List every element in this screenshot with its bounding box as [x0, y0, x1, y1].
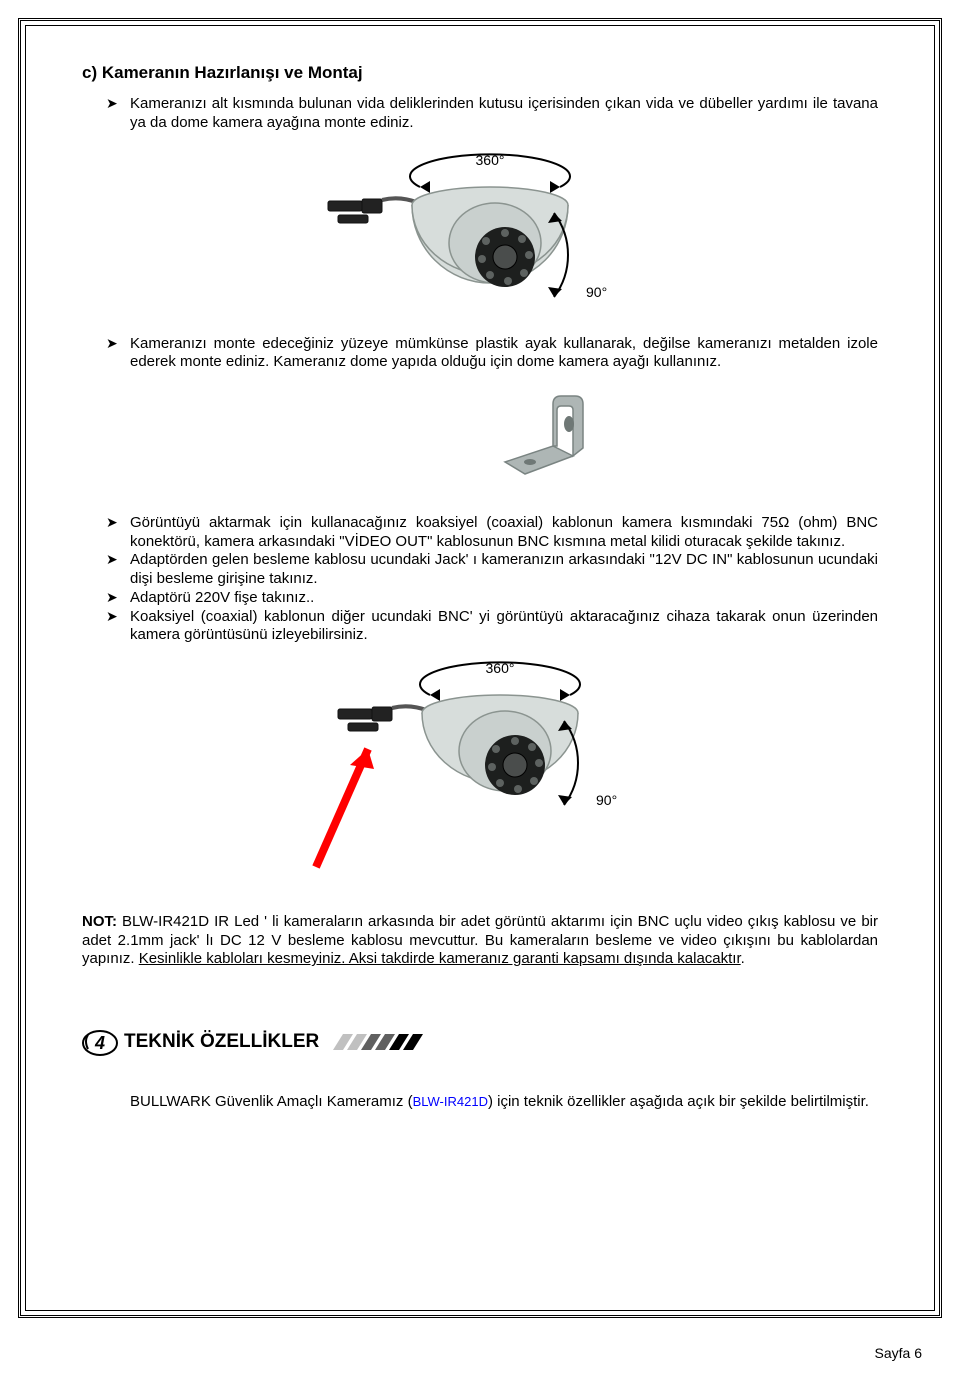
- figure-camera-2: 360°: [82, 657, 878, 883]
- content-area: c) Kameranın Hazırlanışı ve Montaj Kamer…: [25, 25, 935, 1311]
- section-title: c) Kameranın Hazırlanışı ve Montaj: [82, 62, 878, 83]
- model-number: BLW-IR421D: [413, 1094, 488, 1109]
- list-item: Adaptörden gelen besleme kablosu ucundak…: [110, 551, 878, 589]
- note-block: NOT: BLW-IR421D IR Led ' li kameraların …: [82, 913, 878, 969]
- outer-border: c) Kameranın Hazırlanışı ve Montaj Kamer…: [18, 18, 942, 1318]
- tech-paragraph: BULLWARK Güvenlik Amaçlı Kameramız (BLW-…: [82, 1093, 878, 1112]
- list-item: Koaksiyel (coaxial) kablonun diğer ucund…: [110, 608, 878, 646]
- tech-pre: BULLWARK Güvenlik Amaçlı Kameramız (: [82, 1093, 413, 1110]
- section-number-icon: 4: [82, 1025, 122, 1059]
- bullet-list-bottom: Görüntüyü aktarmak için kullanacağınız k…: [82, 514, 878, 645]
- tech-header: 4 TEKNİK ÖZELLİKLER: [82, 1025, 878, 1059]
- list-item: Görüntüyü aktarmak için kullanacağınız k…: [110, 514, 878, 552]
- list-item: Kameranızı alt kısmında bulunan vida del…: [110, 95, 878, 133]
- tech-title: TEKNİK ÖZELLİKLER: [124, 1030, 319, 1054]
- bullet-list-top: Kameranızı alt kısmında bulunan vida del…: [82, 95, 878, 133]
- list-item: Adaptörü 220V fişe takınız..: [110, 589, 878, 608]
- page-footer: Sayfa 6: [875, 1345, 922, 1361]
- note-label: NOT:: [82, 913, 117, 930]
- section-number: 4: [94, 1033, 105, 1053]
- camera-arrow-icon: 360°: [300, 657, 660, 877]
- bullet-list-mid: Kameranızı monte edeceğiniz yüzeye mümkü…: [82, 335, 878, 373]
- note-underline: Kesinlikle kabloları kesmeyiniz. Aksi ta…: [139, 950, 741, 967]
- figure-camera-1: 360°: [82, 145, 878, 321]
- period: .: [741, 950, 745, 967]
- angle-bottom-label: 90°: [596, 792, 617, 808]
- angle-bottom-label: 90°: [586, 284, 607, 300]
- camera-rotation-icon: 360°: [310, 145, 650, 315]
- list-item: Kameranızı monte edeceğiniz yüzeye mümkü…: [110, 335, 878, 373]
- bracket-icon: [475, 384, 605, 494]
- tech-post: ) için teknik özellikler aşağıda açık bi…: [488, 1093, 869, 1110]
- figure-bracket: [82, 384, 878, 500]
- page: c) Kameranın Hazırlanışı ve Montaj Kamer…: [0, 0, 960, 1375]
- slashes-icon: [329, 1032, 429, 1052]
